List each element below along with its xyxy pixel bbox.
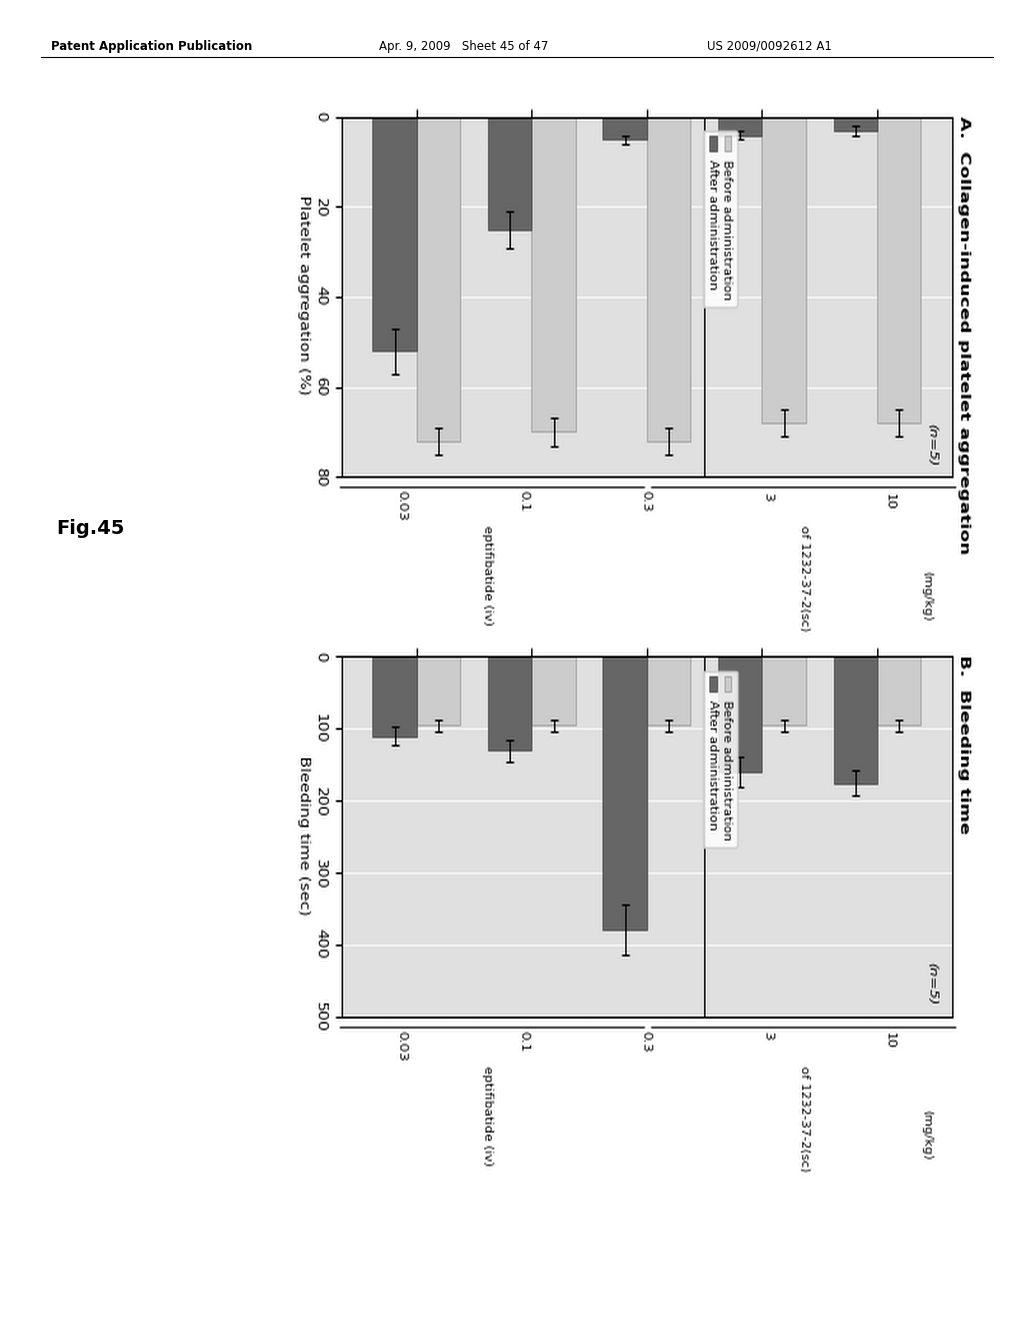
Text: US 2009/0092612 A1: US 2009/0092612 A1 [707, 40, 831, 53]
Text: Fig.45: Fig.45 [56, 519, 125, 537]
Text: Patent Application Publication: Patent Application Publication [51, 40, 253, 53]
Text: Apr. 9, 2009   Sheet 45 of 47: Apr. 9, 2009 Sheet 45 of 47 [379, 40, 548, 53]
